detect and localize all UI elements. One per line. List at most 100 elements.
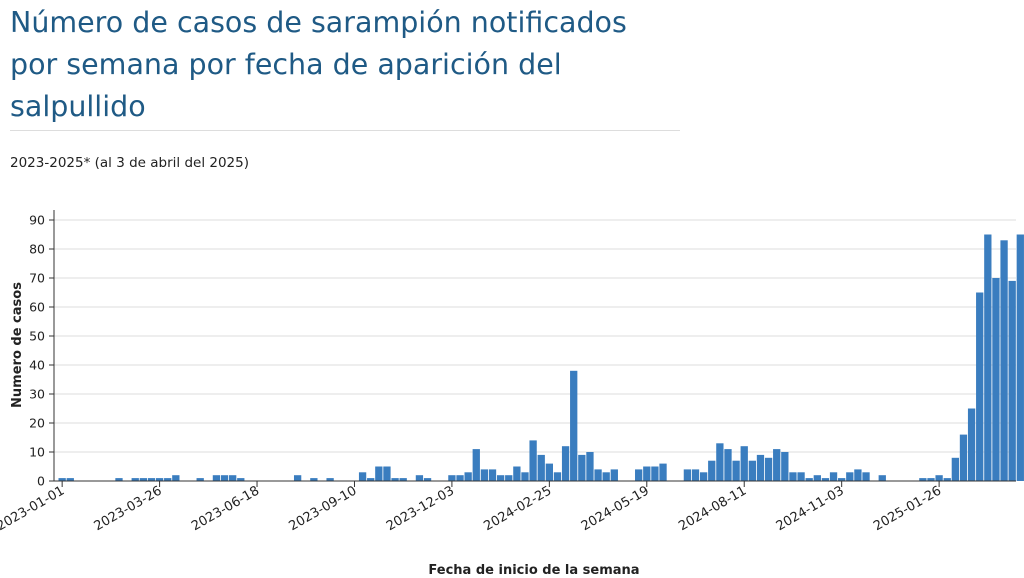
bar bbox=[521, 472, 529, 481]
bar bbox=[367, 478, 375, 481]
bar bbox=[326, 478, 334, 481]
title-divider bbox=[10, 130, 680, 131]
bar bbox=[164, 478, 172, 481]
bar bbox=[805, 478, 813, 481]
bar bbox=[951, 457, 959, 481]
bar bbox=[764, 457, 773, 481]
bar bbox=[683, 469, 692, 481]
y-tick-label: 70 bbox=[29, 271, 45, 286]
bar bbox=[992, 278, 1000, 481]
x-tick-label: 2024-08-11 bbox=[676, 483, 749, 534]
x-axis-ticks: 2023-01-01 2023-03-26 2023-06-18 2023-09-10… bbox=[0, 481, 944, 534]
bar bbox=[846, 472, 854, 481]
bar bbox=[155, 478, 164, 481]
bar bbox=[66, 478, 74, 481]
bar bbox=[1000, 240, 1008, 481]
bar bbox=[976, 292, 984, 481]
bar bbox=[659, 463, 667, 481]
bar bbox=[399, 478, 407, 481]
bar bbox=[537, 454, 545, 481]
chart-subtitle: 2023-2025* (al 3 de abril del 2025) bbox=[10, 155, 249, 171]
x-tick-label: 2023-12-03 bbox=[384, 483, 457, 534]
bar bbox=[756, 454, 765, 481]
bar bbox=[927, 478, 935, 481]
bar bbox=[58, 478, 66, 481]
x-tick-label: 2023-01-01 bbox=[0, 483, 67, 534]
bar bbox=[829, 472, 838, 481]
y-tick-label: 50 bbox=[29, 329, 45, 344]
bar bbox=[480, 469, 489, 481]
bar bbox=[147, 478, 156, 481]
y-tick-label: 40 bbox=[29, 358, 45, 373]
bar bbox=[561, 446, 570, 481]
bar bbox=[553, 472, 562, 481]
bar bbox=[789, 472, 797, 481]
y-tick-label: 10 bbox=[29, 445, 45, 460]
x-axis-label: Fecha de inicio de la semana bbox=[428, 563, 639, 578]
y-tick-label: 80 bbox=[29, 242, 45, 257]
bar bbox=[1008, 280, 1016, 481]
bar bbox=[505, 475, 513, 481]
gridlines bbox=[54, 219, 1016, 453]
bar bbox=[172, 475, 180, 481]
bar bbox=[1016, 234, 1024, 481]
bar bbox=[967, 408, 976, 481]
bar bbox=[578, 454, 586, 481]
bar bbox=[456, 475, 464, 481]
bar bbox=[212, 475, 221, 481]
bar bbox=[724, 449, 732, 481]
y-tick-label: 0 bbox=[37, 474, 45, 489]
y-tick-label: 60 bbox=[29, 300, 45, 315]
bar bbox=[310, 478, 318, 481]
bar bbox=[545, 463, 553, 481]
y-tick-label: 90 bbox=[29, 213, 45, 228]
bar bbox=[878, 475, 886, 481]
bar bbox=[513, 466, 521, 481]
bar bbox=[391, 478, 399, 481]
y-tick-label: 30 bbox=[29, 387, 45, 402]
bar bbox=[797, 472, 805, 481]
bar bbox=[415, 475, 424, 481]
bar bbox=[691, 469, 700, 481]
bar bbox=[139, 478, 147, 481]
x-tick-label: 2023-09-10 bbox=[287, 483, 360, 534]
bar bbox=[862, 472, 870, 481]
bar bbox=[781, 452, 789, 481]
bar bbox=[854, 469, 862, 481]
bar bbox=[448, 475, 456, 481]
bar bbox=[813, 475, 821, 481]
bar bbox=[229, 475, 237, 481]
bar bbox=[838, 478, 846, 481]
bar bbox=[358, 472, 367, 481]
x-tick-label: 2023-03-26 bbox=[92, 483, 165, 534]
bar bbox=[984, 234, 992, 481]
bar bbox=[472, 449, 480, 481]
bar bbox=[821, 478, 830, 481]
y-tick-label: 20 bbox=[29, 416, 45, 431]
bar bbox=[594, 469, 602, 481]
bar bbox=[602, 472, 610, 481]
x-tick-label: 2024-02-25 bbox=[481, 483, 554, 534]
bar bbox=[651, 466, 659, 481]
bar bbox=[740, 446, 748, 481]
bar bbox=[237, 478, 245, 481]
bar bbox=[220, 475, 229, 481]
bar bbox=[464, 472, 472, 481]
bar bbox=[529, 440, 537, 481]
bar bbox=[943, 478, 951, 481]
bar bbox=[935, 475, 943, 481]
bar bbox=[496, 475, 505, 481]
x-tick-label: 2024-11-03 bbox=[774, 483, 847, 534]
bar bbox=[131, 478, 139, 481]
bar bbox=[773, 449, 781, 481]
bar bbox=[716, 443, 724, 481]
bar bbox=[708, 460, 716, 481]
bar bbox=[699, 472, 708, 481]
bar bbox=[748, 460, 756, 481]
bar bbox=[643, 466, 651, 481]
bar bbox=[570, 370, 578, 481]
x-tick-label: 2024-05-19 bbox=[579, 483, 652, 534]
bar bbox=[383, 466, 391, 481]
bar bbox=[488, 469, 497, 481]
